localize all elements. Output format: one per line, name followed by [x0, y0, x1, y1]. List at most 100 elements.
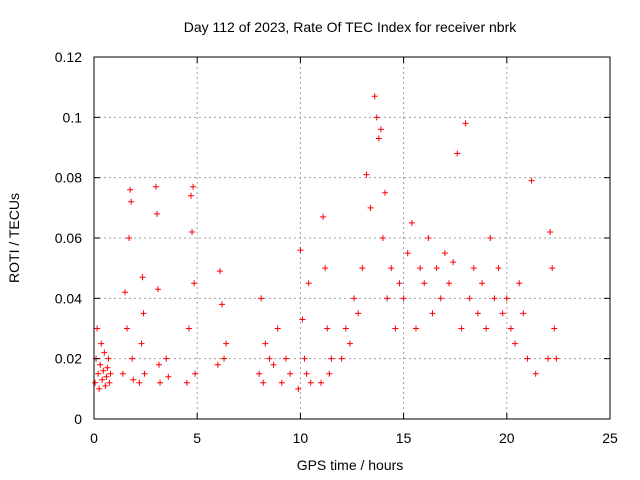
- grid-lines: [94, 57, 610, 419]
- data-point: [371, 93, 378, 100]
- data-point: [140, 310, 147, 317]
- data-point: [295, 385, 302, 392]
- data-point: [512, 340, 519, 347]
- data-point: [429, 310, 436, 317]
- data-point: [218, 301, 225, 308]
- data-point: [528, 177, 535, 184]
- data-point: [262, 340, 269, 347]
- data-point: [375, 135, 382, 142]
- data-point: [437, 295, 444, 302]
- y-tick-label: 0.02: [55, 351, 82, 367]
- data-point: [466, 295, 473, 302]
- data-point: [299, 316, 306, 323]
- y-axis-ticks: 0 0.02 0.04 0.06 0.08 0.1 0.12: [55, 49, 610, 427]
- data-point: [359, 265, 366, 272]
- data-point: [105, 355, 112, 362]
- data-point: [97, 361, 104, 368]
- x-axis-label: GPS time / hours: [297, 457, 404, 473]
- data-point: [102, 382, 109, 389]
- data-point: [278, 379, 285, 386]
- data-point: [346, 340, 353, 347]
- y-tick-label: 0.1: [63, 109, 83, 125]
- data-point: [516, 280, 523, 287]
- data-point: [274, 325, 281, 332]
- data-point: [154, 286, 161, 293]
- data-point: [141, 370, 148, 377]
- data-point: [305, 280, 312, 287]
- data-point: [138, 340, 145, 347]
- x-tick-label: 15: [396, 430, 412, 446]
- data-point: [487, 235, 494, 241]
- data-point: [421, 280, 428, 287]
- data-point: [328, 355, 335, 362]
- data-point: [163, 355, 170, 362]
- x-tick-label: 10: [293, 430, 309, 446]
- data-point: [307, 379, 314, 386]
- y-tick-label: 0.12: [55, 49, 82, 65]
- data-point: [256, 370, 263, 377]
- data-point: [417, 265, 424, 272]
- data-points: [92, 93, 560, 392]
- x-axis-ticks: 0 5 10 15 20 25: [90, 57, 618, 446]
- data-point: [153, 210, 160, 217]
- data-point: [104, 364, 111, 371]
- x-tick-label: 0: [90, 430, 98, 446]
- data-point: [412, 325, 419, 332]
- data-point: [216, 268, 223, 275]
- data-point: [183, 379, 190, 386]
- data-point: [454, 150, 461, 157]
- data-point: [326, 370, 333, 377]
- data-point: [324, 325, 331, 332]
- data-point: [92, 379, 99, 386]
- data-point: [553, 355, 560, 362]
- plot-frame: [93, 56, 611, 420]
- y-tick-label: 0: [74, 411, 82, 427]
- data-point: [223, 340, 230, 347]
- data-point: [121, 289, 128, 296]
- data-point: [342, 325, 349, 332]
- data-point: [156, 361, 163, 368]
- data-point: [318, 379, 325, 386]
- data-point: [260, 379, 267, 386]
- data-point: [377, 126, 384, 133]
- data-point: [126, 235, 133, 241]
- data-point: [363, 171, 370, 178]
- data-point: [446, 280, 453, 287]
- data-point: [190, 183, 197, 190]
- data-point: [191, 280, 198, 287]
- data-point: [258, 295, 265, 302]
- data-point: [130, 376, 137, 383]
- data-point: [520, 310, 527, 317]
- data-point: [425, 235, 432, 241]
- y-tick-label: 0.06: [55, 230, 82, 246]
- data-point: [495, 265, 502, 272]
- data-point: [287, 370, 294, 377]
- data-point: [491, 295, 498, 302]
- data-point: [119, 370, 126, 377]
- data-point: [221, 355, 228, 362]
- data-point: [303, 370, 310, 377]
- data-point: [379, 235, 386, 241]
- y-tick-label: 0.08: [55, 170, 82, 186]
- data-point: [547, 228, 554, 235]
- x-tick-label: 5: [193, 430, 201, 446]
- data-point: [297, 247, 304, 254]
- data-point: [396, 280, 403, 287]
- data-point: [408, 219, 415, 226]
- y-tick-label: 0.04: [55, 290, 82, 306]
- data-point: [136, 379, 143, 386]
- data-point: [96, 385, 103, 392]
- data-point: [157, 379, 164, 386]
- data-point: [404, 250, 411, 257]
- data-point: [503, 295, 510, 302]
- data-point: [384, 295, 391, 302]
- data-point: [458, 325, 465, 332]
- data-point: [355, 310, 362, 317]
- data-point: [545, 355, 552, 362]
- data-point: [388, 265, 395, 272]
- data-point: [382, 189, 389, 196]
- data-point: [320, 213, 327, 220]
- data-point: [483, 325, 490, 332]
- data-point: [441, 250, 448, 257]
- data-point: [474, 310, 481, 317]
